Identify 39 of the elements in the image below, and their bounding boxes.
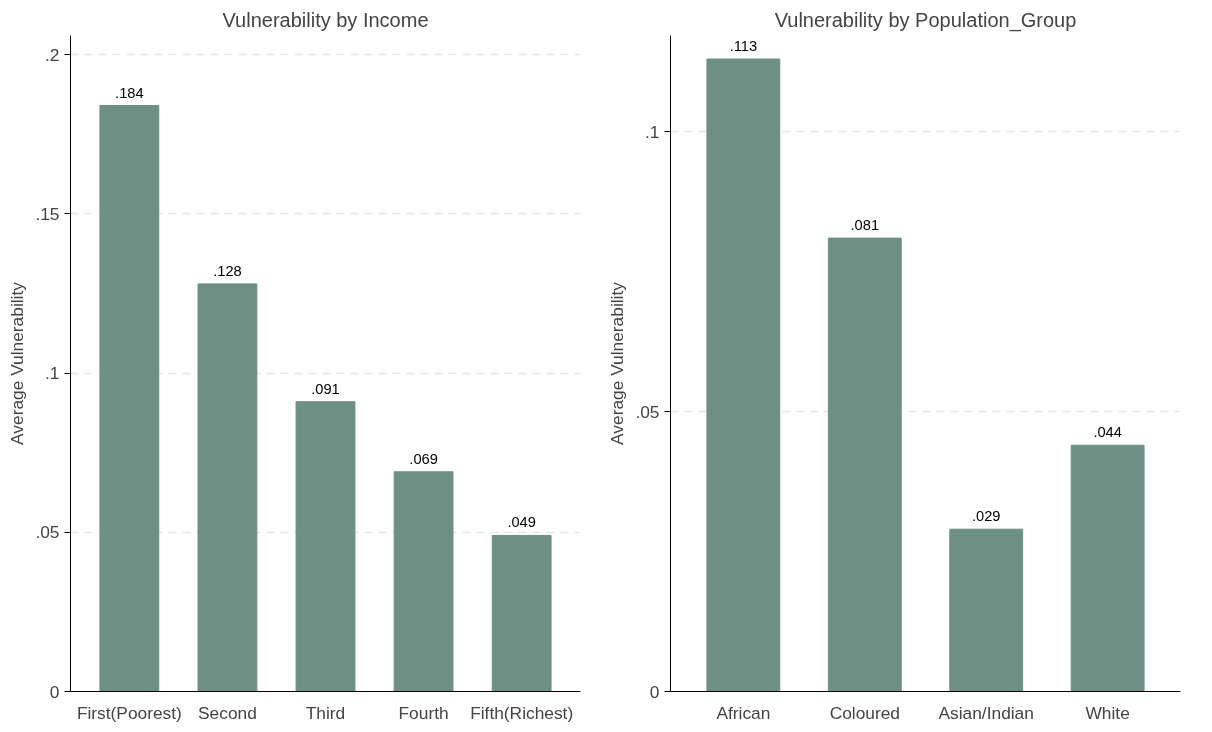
data-label: .069: [409, 450, 438, 467]
bar: [827, 237, 902, 692]
y-axis-title: Average Vulnerability: [607, 281, 628, 445]
y-tick-label: 0: [649, 681, 660, 702]
x-tick-label: Coloured: [829, 702, 900, 723]
chart-title: Vulnerability by Population_Group: [774, 8, 1077, 32]
data-label: .049: [507, 514, 536, 531]
y-tick-label: .05: [635, 401, 660, 422]
data-label: .113: [729, 38, 758, 55]
y-axis-title: Average Vulnerability: [7, 281, 28, 445]
y-tick-label: .05: [35, 522, 60, 543]
x-tick-label: African: [716, 702, 771, 723]
x-tick-label: Asian/Indian: [938, 702, 1034, 723]
chart-title: Vulnerability by Income: [222, 8, 429, 31]
x-tick-label: Fourth: [398, 702, 449, 723]
y-tick-label: .1: [645, 121, 660, 142]
x-tick-label: Second: [198, 702, 257, 723]
data-label: .044: [1093, 424, 1122, 441]
y-tick-label: 0: [49, 681, 60, 702]
data-label: .184: [115, 84, 144, 101]
x-tick-label: White: [1085, 702, 1130, 723]
x-tick-label: Fifth(Richest): [470, 702, 574, 723]
y-tick-label: .1: [45, 363, 60, 384]
bar: [393, 471, 454, 692]
data-label: .128: [213, 262, 242, 279]
x-tick-label: Third: [305, 702, 346, 723]
bar: [99, 105, 160, 692]
data-label: .081: [850, 217, 880, 234]
bar: [197, 283, 258, 692]
data-label: .091: [311, 380, 340, 397]
bar: [295, 401, 356, 692]
bar: [491, 534, 552, 692]
data-label: .029: [971, 508, 1001, 525]
bar: [949, 528, 1024, 692]
bar: [706, 58, 781, 692]
bar: [1070, 444, 1145, 692]
y-tick-label: .2: [45, 44, 60, 65]
y-tick-label: .15: [35, 203, 60, 224]
x-tick-label: First(Poorest): [76, 702, 182, 723]
